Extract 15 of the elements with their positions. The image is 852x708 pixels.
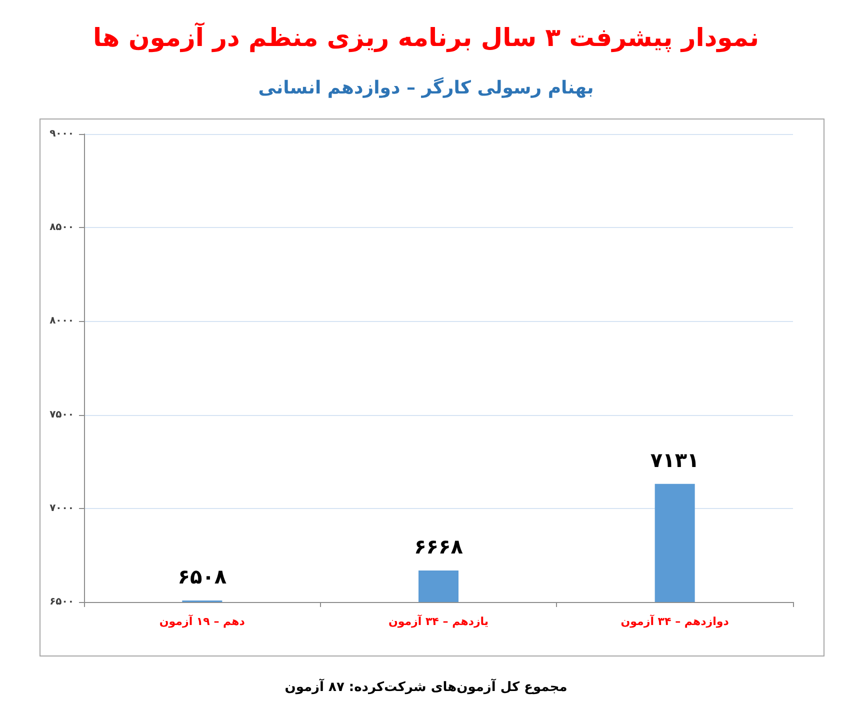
- y-tick-label: ۹۰۰۰: [50, 128, 74, 140]
- x-tick-label: دهم – ۱۹ آزمون: [159, 614, 246, 628]
- x-tick-label: یازدهم – ۳۴ آزمون: [388, 614, 489, 628]
- y-tick-label: ۸۵۰۰: [50, 222, 74, 234]
- x-tick-label: دوازدهم – ۳۴ آزمون: [620, 614, 730, 628]
- chart-title: نمودار پیشرفت ۳ سال برنامه ریزی منظم در آزمون ها: [93, 22, 759, 53]
- text: مجموع کل آزمون‌های شرکت‌کرده: ۸۷ آزمون: [284, 678, 568, 695]
- y-tick-label: ۷۰۰۰: [50, 502, 74, 514]
- y-tick-label: ۸۰۰۰: [50, 316, 74, 327]
- data-label: ۶۶۶۸: [414, 534, 463, 559]
- y-tick-label: ۶۵۰۰: [50, 596, 74, 608]
- y-tick-label: ۷۵۰۰: [50, 409, 74, 420]
- data-label: ۶۵۰۸: [178, 564, 227, 588]
- data-label: ۷۱۳۱: [650, 448, 700, 472]
- chart-subtitle: بهنام رسولی کارگر – دوازدهم انسانی: [258, 76, 594, 98]
